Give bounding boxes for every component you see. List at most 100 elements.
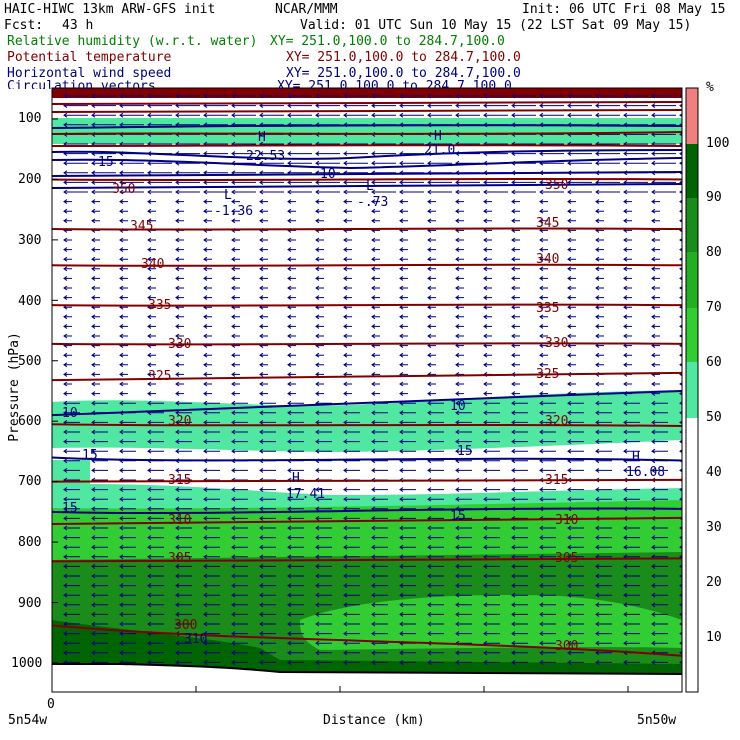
vector-arrow [287,391,296,397]
vector-arrow [203,419,220,425]
vector-arrow [315,525,332,531]
vector-arrow [679,372,682,377]
vector-arrow [371,439,388,445]
vector-arrow [371,410,388,416]
vector-arrow [371,496,388,502]
vector-arrow [679,122,682,127]
vector-arrow [315,247,324,253]
vector-arrow [259,285,268,291]
vector-arrow [539,199,548,205]
vector-arrow [175,640,192,646]
vector-arrow [259,429,276,435]
vector-arrow [203,496,220,502]
field-rh-name: Relative humidity (w.r.t. water) [7,34,258,49]
vector-arrow [175,333,184,339]
vector-arrow [203,112,228,118]
vector-arrow [343,515,360,521]
vector-arrow [175,199,184,205]
vector-arrow [539,112,564,118]
theta-label-345-right: 345 [536,216,560,231]
vector-arrow [567,419,584,425]
vector-arrow [119,179,144,185]
vector-arrow [315,429,332,435]
vector-arrow [567,323,576,329]
vector-arrow [287,247,296,253]
vector-arrow [651,487,668,493]
vector-arrow [343,640,360,646]
vector-arrow [399,93,424,99]
init-label: Init: 06 UTC Fri 08 May 15 [522,2,726,17]
vector-arrow [315,496,332,502]
vector-arrow [203,314,212,320]
vector-arrow [427,525,444,531]
vector-arrow [63,515,80,521]
vector-arrow [427,333,436,339]
vector-arrow [623,295,632,301]
vector-arrow [511,218,520,224]
vector-arrow [203,256,212,262]
vector-arrow [343,448,360,454]
vector-arrow [567,650,584,656]
x-axis-label: Distance (km) [323,713,425,728]
vector-arrow [259,659,276,665]
vector-arrow [539,419,556,425]
vector-arrow [371,467,388,473]
vector-arrow [287,410,304,416]
vector-arrow [119,400,136,406]
extremum-val-1: 17.41 [286,487,326,502]
vector-arrow [595,362,604,368]
vector-arrow [399,256,408,262]
vector-arrow [287,323,296,329]
vector-arrow [315,611,332,617]
theta-contour-325 [52,371,682,382]
vector-arrow [259,266,268,272]
rh-band-bl [300,595,682,650]
vector-arrow [175,170,200,176]
vector-arrow [371,112,396,118]
vector-arrow [539,573,556,579]
vector-arrow [679,199,682,204]
vector-arrow [567,621,584,627]
vector-arrow [315,535,332,541]
theta-label-340-right: 340 [536,252,560,267]
vector-arrow [231,400,248,406]
vector-arrow [623,256,632,262]
vector-arrow [343,544,360,550]
vector-arrow [315,208,324,214]
vector-arrow [511,487,528,493]
vector-arrow [371,199,380,205]
vector-arrow [567,275,576,281]
vector-arrow [651,563,668,569]
vector-arrow [679,631,682,636]
cb-label-20: 20 [706,575,722,590]
vector-arrow [371,103,396,109]
vector-arrow [63,247,72,253]
vector-arrow [315,583,332,589]
vector-arrow [623,602,640,608]
vector-arrow [175,391,184,397]
vector-arrow [287,535,304,541]
vector-arrow [231,429,248,435]
vector-arrow [287,525,304,531]
vector-arrow [287,208,296,214]
vector-arrow [147,535,164,541]
vector-arrow [511,314,520,320]
vector-arrow [651,93,676,99]
vector-arrow [287,429,304,435]
vector-arrow [623,439,640,445]
vector-arrow [427,602,444,608]
vector-arrow [595,381,604,387]
field-theta-name: Potential temperature [7,50,172,65]
vector-arrow [427,611,444,617]
vector-arrow [483,237,492,243]
vector-arrow [315,467,332,473]
vector-arrow [427,381,436,387]
vector-arrow [287,467,304,473]
vector-arrow [175,275,184,281]
vector-arrow [287,371,296,377]
vector-arrow [175,314,184,320]
vector-arrow [679,535,682,540]
vector-arrow [427,237,436,243]
vector-arrow [259,333,268,339]
vector-arrow [455,333,464,339]
